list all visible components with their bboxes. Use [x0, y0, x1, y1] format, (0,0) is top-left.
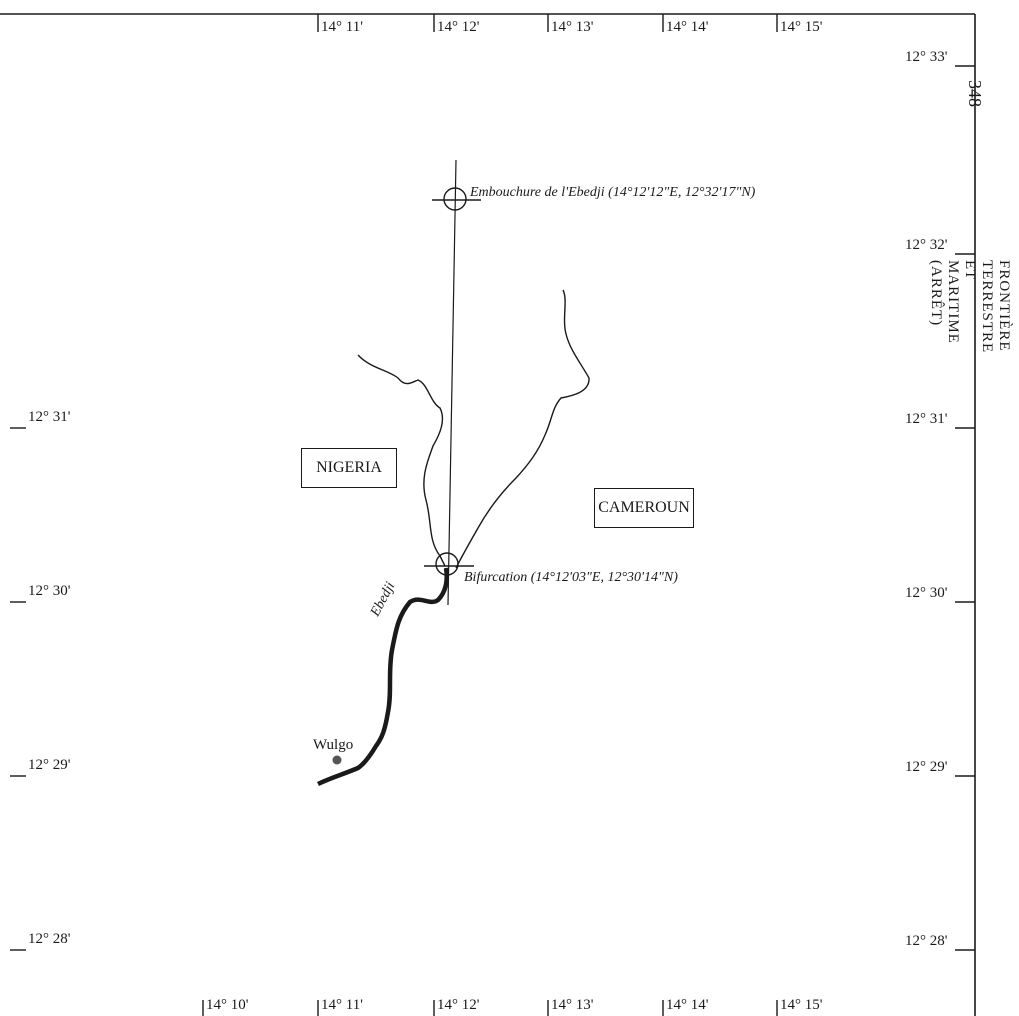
town-label-wulgo: Wulgo	[313, 737, 354, 753]
bottom-longitude-label: 14° 10'	[206, 997, 249, 1013]
mouth-marker	[432, 187, 481, 211]
left-latitude-label: 12° 29'	[28, 757, 71, 773]
country-label-nigeria: NIGERIA	[301, 448, 397, 488]
right-latitude-label: 12° 29'	[905, 759, 948, 775]
bottom-longitude-ticks	[202, 1000, 778, 1016]
top-longitude-label: 14° 12'	[437, 19, 480, 35]
top-longitude-label: 14° 15'	[780, 19, 823, 35]
left-latitude-label: 12° 31'	[28, 409, 71, 425]
bottom-longitude-label: 14° 15'	[780, 997, 823, 1013]
mouth-label: Embouchure de l'Ebedji (14°12'12"E, 12°3…	[470, 185, 756, 200]
bifurcation-label: Bifurcation (14°12'03"E, 12°30'14"N)	[464, 570, 678, 585]
river-east-branch	[455, 289, 590, 569]
bottom-longitude-label: 14° 11'	[321, 997, 363, 1013]
left-latitude-label: 12° 28'	[28, 931, 71, 947]
page-number: 348	[965, 80, 985, 107]
left-latitude-label: 12° 30'	[28, 583, 71, 599]
bottom-longitude-label: 14° 12'	[437, 997, 480, 1013]
top-longitude-label: 14° 11'	[321, 19, 363, 35]
right-latitude-label: 12° 28'	[905, 933, 948, 949]
river-west-branch	[357, 354, 446, 567]
right-latitude-label: 12° 30'	[905, 585, 948, 601]
bottom-longitude-label: 14° 13'	[551, 997, 594, 1013]
top-longitude-label: 14° 13'	[551, 19, 594, 35]
left-latitude-ticks	[10, 427, 26, 951]
top-longitude-ticks	[317, 14, 778, 32]
running-head: FRONTIÈRE TERRESTRE ET MARITIME (ARRÊT)	[928, 260, 1012, 354]
bottom-longitude-label: 14° 14'	[666, 997, 709, 1013]
river-ebedji	[316, 567, 449, 787]
boundary-line	[447, 159, 457, 606]
right-latitude-ticks	[955, 65, 975, 951]
right-latitude-label: 12° 31'	[905, 411, 948, 427]
country-label-cameroun: CAMEROUN	[594, 488, 694, 528]
right-latitude-label: 12° 32'	[905, 237, 948, 253]
right-latitude-label: 12° 33'	[905, 49, 948, 65]
top-longitude-label: 14° 14'	[666, 19, 709, 35]
wulgo-dot	[332, 755, 342, 765]
